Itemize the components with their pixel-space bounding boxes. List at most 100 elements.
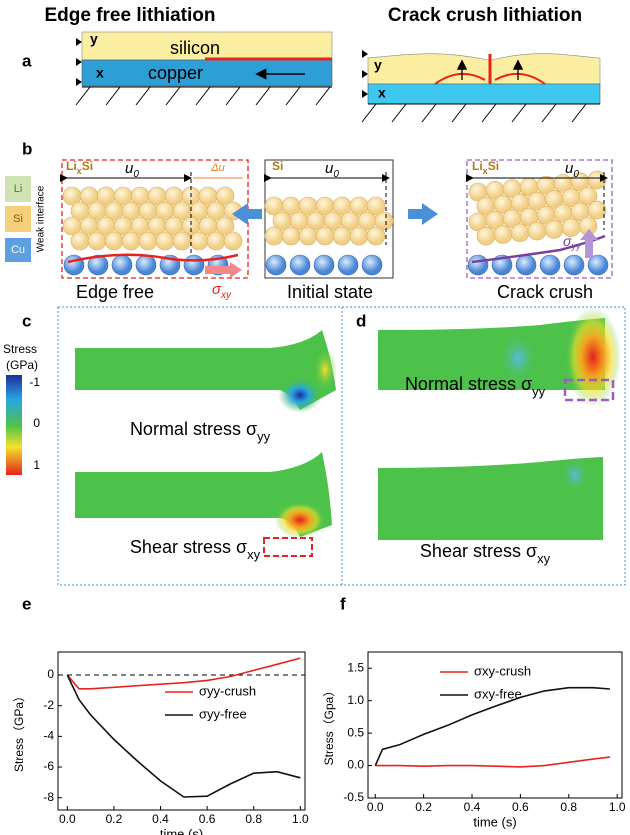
grain [87, 231, 107, 251]
grain [493, 225, 513, 244]
text-part: 0 [333, 169, 339, 180]
text-part: σ [563, 233, 572, 249]
copper-grain [337, 254, 359, 276]
layer-label: copper [148, 63, 203, 83]
text-part: xy [220, 290, 232, 301]
y-tick-label: -2 [43, 698, 54, 712]
y-tick-label: 1.5 [347, 660, 364, 674]
copper-grain [313, 254, 335, 276]
grain [281, 226, 301, 246]
interface-label: Weak interface [36, 185, 47, 252]
copper-grain [111, 254, 133, 276]
panel-label: c [22, 311, 31, 330]
grain [332, 226, 352, 246]
panel-label: f [340, 594, 346, 613]
caption: Normal stress σyy [130, 419, 271, 444]
stress-spot [313, 348, 337, 392]
legend-label: σyy-crush [199, 683, 256, 698]
stress-map [378, 457, 603, 540]
stress-label: σyy [563, 233, 581, 252]
stress-map [378, 318, 605, 390]
text-part: Li [66, 159, 77, 173]
stress-map [75, 330, 336, 410]
hatch-line [285, 86, 301, 106]
y-tick-label: -6 [43, 759, 54, 773]
hatch-line [195, 86, 211, 106]
panel-label: e [22, 594, 31, 613]
highlight-box [263, 537, 313, 557]
series-line [66, 657, 301, 690]
grain [578, 186, 598, 206]
copper-grain [135, 254, 157, 276]
silicon-layer [81, 31, 333, 61]
support [362, 90, 368, 98]
grain [138, 231, 158, 251]
text-part: x [77, 166, 82, 176]
x-axis-label: time (s) [160, 826, 203, 835]
copper-layer [81, 59, 333, 87]
panel-a-left: y silicon x copper [81, 31, 333, 87]
axis-letter: y [374, 57, 382, 73]
grain [223, 231, 243, 251]
charts: 0 -2 -4 -6 -8 0.0 0.2 0.4 0.6 0.8 1.0 time (s) Stres… [12, 651, 626, 835]
colorbar-title: Stress [3, 342, 37, 356]
y-axis-label: Stress（Gpa） [322, 685, 336, 766]
grain [155, 231, 175, 251]
support [76, 58, 82, 66]
grain [587, 200, 607, 220]
grain [189, 231, 209, 251]
legend-label: σyy-free [199, 706, 247, 721]
x-tick-label: 0.6 [512, 800, 529, 814]
length-label: u0 [565, 160, 579, 180]
y-tick-label: 0.5 [347, 725, 364, 739]
x-tick-label: 1.0 [292, 812, 309, 826]
copper-grain [183, 254, 205, 276]
phase-label: LixSi [66, 159, 93, 176]
hatch-line [75, 86, 91, 106]
grain [70, 231, 90, 251]
header: Edge free lithiation [44, 5, 215, 26]
copper-grain [63, 254, 85, 276]
grain [366, 226, 386, 246]
panel-label: a [22, 51, 32, 70]
y-tick-label: 0 [47, 667, 54, 681]
plot-frame [57, 651, 306, 811]
colorbar-tick: -1 [29, 375, 40, 389]
length-label: u0 [325, 160, 339, 180]
hatch-line [511, 103, 527, 123]
text-part: u [325, 160, 334, 177]
text-part: x [483, 166, 488, 176]
text-part: 0 [573, 169, 579, 180]
support [362, 70, 368, 78]
grain [298, 226, 318, 246]
legend-label: Cu [11, 244, 25, 256]
copper-grain [587, 254, 609, 276]
layer-label: silicon [170, 38, 220, 58]
panel-label: b [22, 139, 32, 158]
grain [476, 226, 496, 246]
header: Crack crush lithiation [388, 5, 582, 26]
length-label: u0 [125, 160, 139, 180]
hatch-line [315, 86, 331, 106]
text-part: Li [472, 159, 483, 173]
legend-label: Li [14, 183, 23, 195]
x-tick-label: 0.4 [464, 800, 481, 814]
colorbar-tick: 0 [33, 416, 40, 430]
grain [366, 196, 386, 216]
legend-swatch [5, 206, 31, 232]
grain [215, 186, 235, 206]
stress-label: σxy [212, 281, 232, 301]
caption: Shear stress σxy [130, 537, 261, 562]
colorbar [6, 375, 22, 475]
legend-label: σxy-crush [474, 663, 531, 678]
hatch-line [541, 103, 557, 123]
text-part: Normal stress σ [130, 419, 257, 439]
caption: Crack crush [497, 282, 593, 302]
weak-interface [471, 234, 606, 264]
shear-arrow [205, 262, 242, 278]
x-tick-label: 0.2 [415, 800, 432, 814]
copper-grain [563, 254, 585, 276]
debond [434, 73, 546, 85]
y-tick-label: -8 [43, 790, 54, 804]
copper-grain [87, 254, 109, 276]
